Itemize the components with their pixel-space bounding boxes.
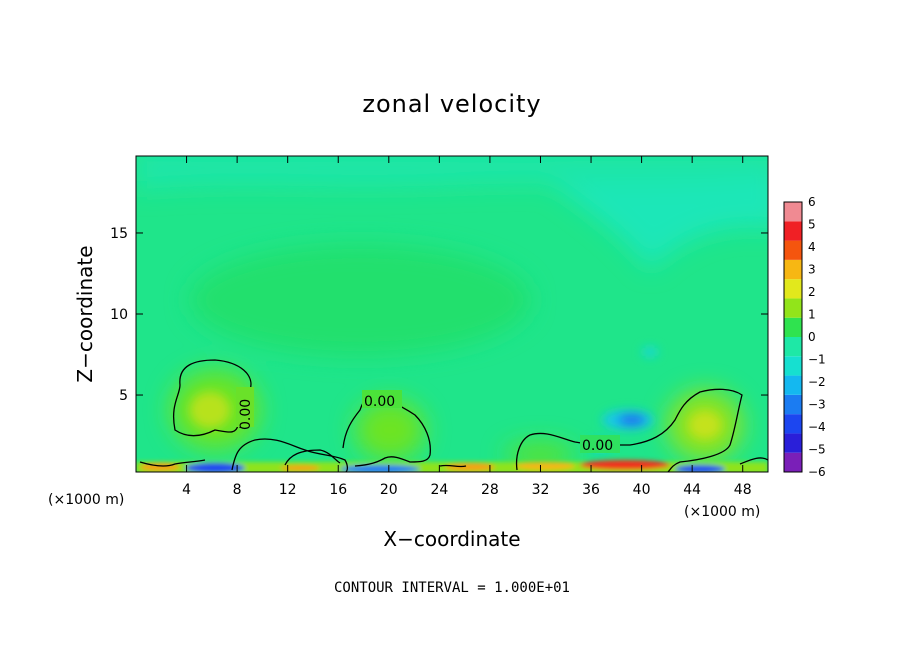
colorbar-swatch — [784, 221, 802, 241]
x-tick-label: 44 — [683, 482, 701, 498]
colorbar-label: −5 — [808, 443, 826, 457]
colorbar-label: 0 — [808, 330, 816, 344]
colorbar-swatch — [784, 259, 802, 280]
colorbar-label: 1 — [808, 308, 816, 322]
colorbar-swatch — [784, 337, 802, 357]
colorbar: −6 −5 −4 −3 −2 −1 0 1 2 3 4 5 6 — [783, 195, 826, 479]
x-tick-label: 28 — [481, 482, 499, 498]
colorbar-swatch — [784, 279, 802, 299]
colorbar-swatch — [784, 356, 802, 376]
y-axis-ticks: 5 10 15 — [110, 226, 768, 404]
colorbar-swatch — [784, 375, 802, 395]
colorbar-swatch — [784, 414, 802, 434]
colorbar-swatch — [784, 433, 802, 453]
contour-label: 0.00 — [236, 387, 254, 430]
x-unit-right: (×1000 m) — [684, 504, 760, 520]
y-tick-label: 15 — [110, 226, 128, 242]
y-tick-label: 5 — [119, 388, 128, 404]
x-tick-label: 4 — [182, 482, 191, 498]
colorbar-swatch — [784, 452, 802, 472]
chart-title: zonal velocity — [362, 90, 541, 118]
x-tick-label: 12 — [279, 482, 297, 498]
colorbar-label: 2 — [808, 285, 816, 299]
x-tick-label: 8 — [233, 482, 242, 498]
colorbar-label: −2 — [808, 375, 826, 389]
x-tick-label: 40 — [633, 482, 651, 498]
x-axis-ticks: 4 8 12 16 20 24 28 32 36 40 44 48 — [182, 156, 752, 498]
x-tick-label: 16 — [329, 482, 347, 498]
x-tick-label: 48 — [734, 482, 752, 498]
colorbar-swatch — [784, 202, 802, 222]
svg-text:0.00: 0.00 — [238, 399, 254, 430]
y-axis-label: Z−coordinate — [73, 245, 97, 382]
contour-label: 0.00 — [580, 435, 620, 454]
colorbar-swatch — [784, 240, 802, 260]
colorbar-label: 3 — [808, 263, 816, 277]
colorbar-swatch — [784, 394, 802, 415]
x-tick-label: 24 — [430, 482, 448, 498]
colorbar-frame — [783, 201, 803, 473]
colorbar-label: −3 — [808, 398, 826, 412]
colorbar-label: −6 — [808, 465, 826, 479]
svg-text:0.00: 0.00 — [364, 394, 395, 410]
colorbar-swatch — [784, 317, 802, 337]
x-tick-label: 20 — [380, 482, 398, 498]
colorbar-label: 4 — [808, 240, 816, 254]
x-tick-label: 32 — [532, 482, 550, 498]
colorbar-label: −4 — [808, 420, 826, 434]
colorbar-label: 5 — [808, 218, 816, 232]
svg-text:0.00: 0.00 — [582, 438, 613, 454]
x-axis-label: X−coordinate — [383, 527, 520, 551]
contour-label: 0.00 — [362, 390, 402, 410]
x-unit-left: (×1000 m) — [48, 492, 124, 508]
colorbar-label: −1 — [808, 353, 826, 367]
colorbar-label: 6 — [808, 195, 816, 209]
y-tick-label: 10 — [110, 307, 128, 323]
velocity-field: 0.00 0.00 0.00 — [136, 156, 768, 472]
contour-interval-note: CONTOUR INTERVAL = 1.000E+01 — [334, 580, 570, 596]
colorbar-swatch — [784, 298, 802, 318]
x-tick-label: 36 — [582, 482, 600, 498]
